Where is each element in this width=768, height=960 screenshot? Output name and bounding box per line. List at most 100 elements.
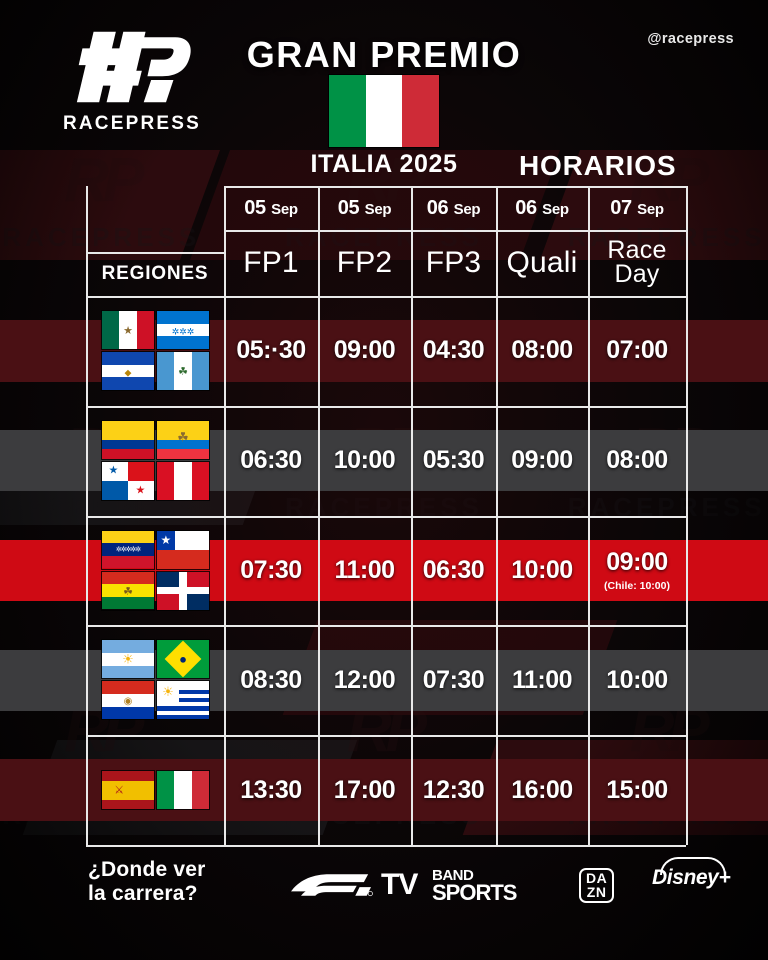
schedule-time-cell: 08:00 [588,406,686,516]
table-divider [411,186,413,845]
section-label: HORARIOS [519,150,677,181]
table-divider [86,405,686,408]
schedule-time-cell: 09:00 [318,296,411,406]
broadcaster-band-sports[interactable]: BAND SPORTS [432,867,517,905]
flag-emblem: ✲✲✲ [171,326,195,337]
broadcaster-dazn[interactable]: DA ZN [579,868,615,903]
dazn-label-1: DA [586,870,608,886]
session-time: 08:30 [240,665,302,694]
disney-plus-label: Disney+ [652,857,731,890]
column-session-header: FP3 [411,230,496,296]
flag-emblem: ☘ [178,365,188,378]
column-session-header: Race Day [588,230,686,296]
table-divider [86,845,686,847]
flag: ◆ [102,351,154,390]
session-time: 07:30 [240,555,302,584]
flag: ☘ [102,571,154,610]
schedule-time-cell: 11:00 [318,516,411,626]
schedule-time-cell: 05:·30 [224,296,318,406]
racepress-logo: RACEPRESS [62,28,202,135]
session-time: 08:00 [606,446,668,475]
flag: ☘ [157,351,209,390]
session-time: 12:00 [333,665,396,694]
flag: ⚔ [102,771,154,810]
footer: ¿Donde ver la carrera? TV BAND SPORTS DA… [0,856,768,930]
schedule-time-cell: 12:30 [411,735,496,845]
session-time: 05:·30 [236,336,306,365]
column-session: FP2 [336,245,393,279]
flag-stripe-white [365,75,403,147]
flag: ✲✲✲✲✲ [102,530,154,569]
column-session: Race Day [607,236,667,288]
session-time: 07:00 [606,336,668,365]
flag [157,571,209,610]
column-date: 05 Sep [244,196,298,219]
session-time: 06:30 [240,446,302,475]
session-time: 11:00 [511,665,573,694]
broadcaster-f1-tv[interactable]: TV [288,868,418,902]
question-line-1: ¿Donde ver [88,858,206,881]
session-time: 07:30 [422,665,485,694]
schedule-time-cell: 10:00 [588,625,686,735]
flag-emblem: ◆ [124,367,132,378]
table-divider [318,186,320,845]
session-time: 16:00 [511,775,573,804]
regiones-header: REGIONES [101,263,209,284]
flag [157,461,209,500]
flag-emblem: ☘ [177,429,189,445]
band-label-1: BAND [432,867,474,884]
where-to-watch-question: ¿Donde ver la carrera? [88,858,298,905]
schedule-time-cell: 06:30 [224,406,318,516]
schedule-time-cell: 07:00 [588,296,686,406]
column-date: 07 Sep [610,196,664,219]
flag: ✲✲✲ [157,310,209,349]
page-title: GRAN PREMIO [246,34,522,75]
table-divider [86,186,88,845]
table-divider [86,735,686,738]
schedule-time-cell: 17:00 [318,735,411,845]
flag: ☀ [102,640,154,679]
session-time: 10:00 [333,446,396,475]
italy-flag-icon [329,75,440,147]
time-note: (Chile: 10:00) [604,580,670,593]
schedule-time-cell: 06:30 [411,516,496,626]
flag-stripe-green [329,75,366,147]
column-date-header: 06 Sep [496,186,588,230]
column-date-header: 07 Sep [588,186,686,230]
schedule-time-cell: 07:30 [224,516,318,626]
schedule-time-cell: 10:00 [496,516,588,626]
session-time: 12:30 [422,775,485,804]
schedule-time-cell: 04:30 [411,296,496,406]
column-session-header: FP2 [318,230,411,296]
question-line-2: la carrera? [88,881,198,905]
flag [102,420,154,459]
flag-emblem: ✲✲✲✲✲ [115,546,141,553]
column-date: 05 Sep [337,196,392,219]
flag: ★ ★ [102,461,154,500]
region-flags: ⚔ [102,771,209,810]
f1-logo-icon [291,874,373,897]
table-divider [224,186,226,845]
column-date: 06 Sep [515,196,569,219]
schedule-time-cell: 16:00 [496,735,588,845]
flag [157,771,209,810]
session-time: 13:30 [240,775,302,804]
schedule-time-cell: 08:30 [224,625,318,735]
table-divider [86,515,686,518]
flag-stripe-red [402,75,440,147]
table-divider [588,186,590,845]
session-time: 04:30 [422,336,485,365]
session-time: 15:00 [606,775,668,804]
table-divider [496,186,498,845]
table-divider [86,252,224,254]
schedule-time-cell: 12:00 [318,625,411,735]
broadcaster-disney-plus[interactable]: Disney+ [652,857,731,890]
disney-arc-icon [660,857,726,875]
column-date-header: 05 Sep [318,186,411,230]
social-handle: @racepress [647,31,734,47]
band-label-2: SPORTS [432,880,517,905]
flag: ★ [102,310,154,349]
session-time: 09:00 [606,548,668,577]
session-time: 11:00 [334,555,395,584]
schedule-time-cell: 10:00 [318,406,411,516]
